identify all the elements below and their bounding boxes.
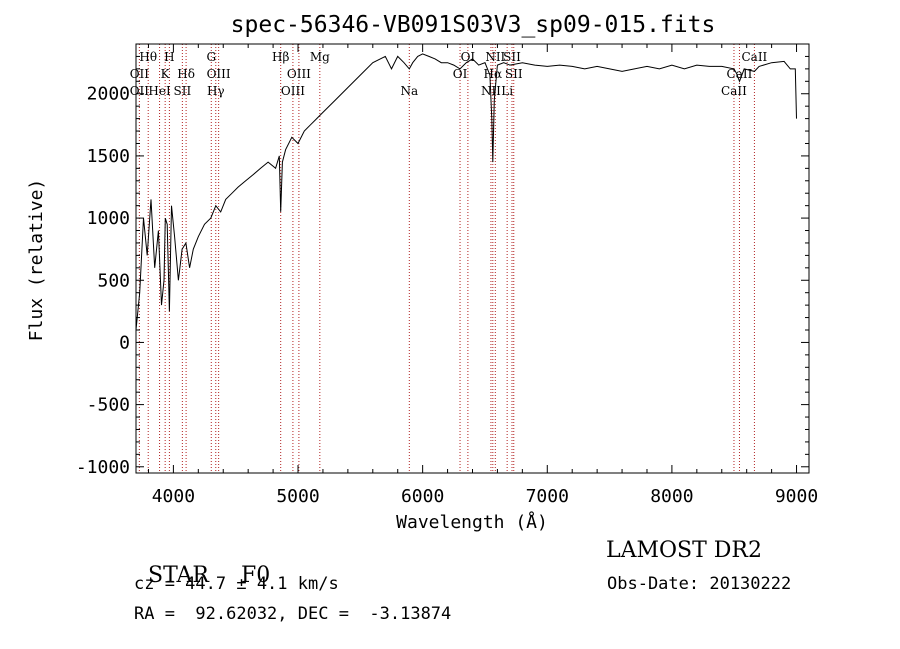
spectral-line-labels: OII OII Hθ HeI KH SII Hδ G Hγ OIII Hβ OIII OIII Mg Na O… (130, 50, 768, 98)
line-label: OII (130, 84, 150, 98)
chart-title: spec-56346-VB091S03V3_sp09-015.fits (231, 12, 716, 38)
line-label: OI (461, 50, 476, 64)
line-label: OIII (287, 67, 311, 81)
line-label: HeI (148, 84, 171, 98)
line-label: Hγ (207, 84, 225, 98)
line-label: NII (485, 50, 505, 64)
subclass-label: F0 (241, 563, 271, 588)
line-label: Hθ (139, 50, 157, 64)
line-label: SII (174, 84, 192, 98)
x-tick-label: 4000 (152, 486, 195, 507)
x-axis-label: Wavelength (Å) (396, 511, 548, 533)
line-label: H (164, 50, 174, 64)
x-axis-ticks: 4000 5000 6000 7000 8000 9000 (147, 44, 818, 507)
y-axis-ticks: -1000 -500 0 500 1000 1500 2000 (76, 55, 809, 478)
object-class: STAR F0 (134, 538, 270, 588)
line-label: K (161, 67, 171, 81)
x-tick-label: 7000 (526, 486, 569, 507)
y-tick-label: 1500 (87, 146, 130, 167)
line-label: OI (453, 67, 468, 81)
survey-label: LAMOST DR2 (606, 538, 762, 563)
class-label: STAR (148, 563, 209, 588)
line-label: Hδ (177, 67, 195, 81)
line-label: Hα (484, 67, 503, 81)
x-tick-label: 9000 (775, 486, 818, 507)
y-tick-label: -500 (87, 395, 130, 416)
y-tick-label: 500 (97, 270, 130, 291)
plot-frame (135, 43, 810, 474)
y-tick-label: 0 (119, 332, 130, 353)
spectrum-line (135, 53, 797, 331)
y-tick-label: 1000 (87, 208, 130, 229)
line-label: OIII (281, 84, 305, 98)
y-axis-label: Flux (relative) (26, 179, 47, 342)
x-tick-label: 6000 (401, 486, 444, 507)
line-label: OIII (207, 67, 231, 81)
velocity-label: cz = 44.7 ± 4.1 km/s (134, 574, 339, 594)
obs-date-label: Obs-Date: 20130222 (607, 574, 792, 594)
y-tick-label: 2000 (87, 84, 130, 105)
line-label: CaII (721, 84, 747, 98)
coordinates-label: RA = 92.62032, DEC = -3.13874 (134, 604, 452, 624)
line-label: CaII (727, 67, 753, 81)
line-label: OII (130, 67, 150, 81)
line-label: SII (505, 67, 523, 81)
spectral-line-markers (138, 44, 755, 473)
line-label: Li (501, 84, 513, 98)
line-label: CaII (741, 50, 767, 64)
line-label: Mg (310, 50, 330, 64)
line-label: SII (503, 50, 521, 64)
y-tick-label: -1000 (76, 457, 130, 478)
line-label: G (206, 50, 216, 64)
x-tick-label: 8000 (650, 486, 693, 507)
x-tick-label: 5000 (276, 486, 319, 507)
line-label: Na (400, 84, 418, 98)
line-label: Hβ (272, 50, 289, 64)
